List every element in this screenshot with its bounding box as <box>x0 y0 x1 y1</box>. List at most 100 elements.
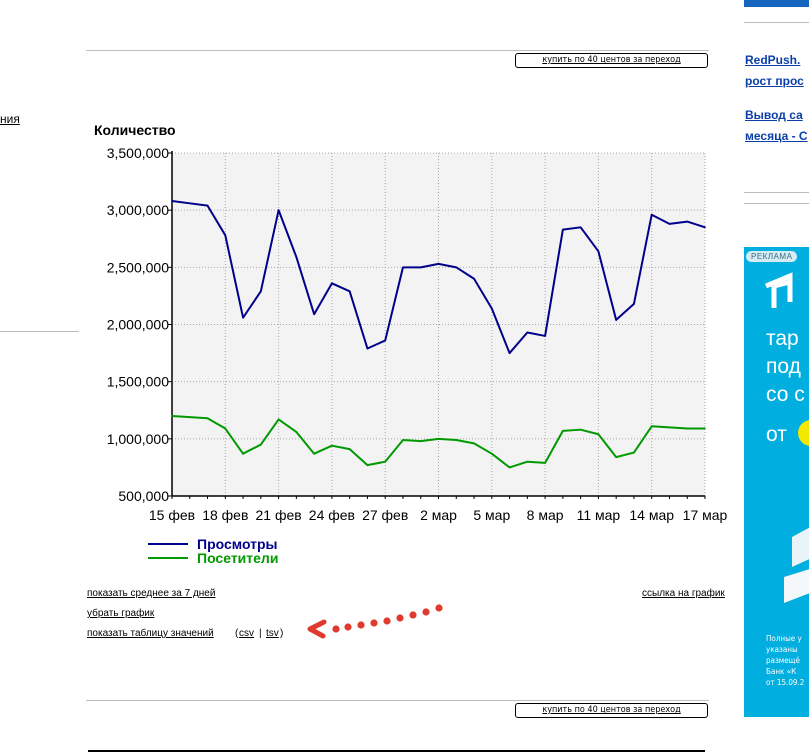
data-point <box>295 256 298 258</box>
buy-button-bottom[interactable]: купить по 40 центов за переход <box>515 703 708 718</box>
csv-link[interactable]: csv <box>239 628 254 639</box>
data-point <box>402 439 404 441</box>
top-divider <box>86 50 709 51</box>
data-point <box>579 428 582 431</box>
data-point <box>473 442 475 445</box>
data-point <box>615 319 617 321</box>
data-point <box>455 439 458 441</box>
ad-line-2: под <box>766 355 801 378</box>
ad-badge: РЕКЛАМА <box>746 251 798 262</box>
data-point <box>224 234 227 237</box>
data-point <box>260 290 262 293</box>
left-divider <box>0 331 79 332</box>
data-point <box>633 303 635 305</box>
remove-chart-link[interactable]: убрать график <box>87 608 155 619</box>
y-tick-label: 3,500,000 <box>107 145 169 161</box>
data-point <box>419 266 422 269</box>
data-point <box>562 430 564 432</box>
x-tick-label: 18 фев <box>202 507 248 523</box>
data-point <box>348 290 351 293</box>
ad-fine-2: указаны <box>766 645 798 654</box>
data-point <box>366 464 369 466</box>
bottom-divider <box>86 700 709 701</box>
x-tick-label: 8 мар <box>527 507 564 523</box>
sidebar-divider-1 <box>744 22 809 23</box>
ad-line-4: от <box>766 423 787 446</box>
data-point <box>260 443 262 446</box>
data-point <box>206 204 209 207</box>
x-tick-label: 11 мар <box>577 507 621 523</box>
data-point <box>171 415 173 417</box>
ad-fine-4: Банк «К <box>766 667 797 676</box>
sidebar-link-withdraw[interactable]: Вывод са <box>745 108 803 122</box>
y-tick-label: 3,000,000 <box>107 202 169 218</box>
red-arrow-annotation <box>307 604 443 639</box>
data-point <box>704 226 706 229</box>
ad-banner[interactable]: РЕКЛАМА тар под со с от Полные у указаны… <box>744 247 809 717</box>
ad-yellow-dot <box>798 420 809 446</box>
data-point <box>579 226 582 229</box>
data-point <box>402 266 404 269</box>
data-point <box>455 266 458 269</box>
data-point <box>491 452 493 455</box>
show-table-link[interactable]: показать таблицу значений <box>87 628 214 639</box>
data-point <box>331 282 333 285</box>
y-tick-label: 1,000,000 <box>107 431 169 447</box>
data-point <box>384 460 387 463</box>
y-tick-label: 1,500,000 <box>107 374 169 390</box>
tsv-link[interactable]: tsv <box>266 628 279 639</box>
data-point <box>366 347 369 350</box>
data-point <box>668 223 671 225</box>
data-point <box>686 220 689 223</box>
x-tick-label: 2 мар <box>420 507 457 523</box>
ad-line-3: со с <box>766 383 805 406</box>
data-point <box>295 431 298 433</box>
data-point <box>419 440 422 442</box>
data-point <box>686 427 689 430</box>
sidebar-link-withdraw-2[interactable]: месяца - С <box>745 129 808 143</box>
data-point <box>597 433 600 436</box>
paren-open: ( <box>235 628 239 639</box>
y-tick-label: 2,500,000 <box>107 259 169 275</box>
sidebar-link-redpush[interactable]: RedPush. <box>745 53 801 67</box>
data-point <box>277 418 280 421</box>
x-tick-label: 21 фев <box>255 507 301 523</box>
data-point <box>171 200 173 202</box>
legend-label-2: Посетители <box>197 550 278 566</box>
x-tick-label: 24 фев <box>309 507 355 523</box>
data-point <box>437 263 440 265</box>
left-nav-link[interactable]: ния <box>0 112 20 126</box>
data-point <box>277 209 280 211</box>
data-point <box>562 228 564 231</box>
data-point <box>633 451 635 454</box>
data-point <box>650 425 653 428</box>
data-point <box>384 339 387 342</box>
ad-fine-1: Полные у <box>766 634 802 643</box>
x-tick-label: 5 мар <box>473 507 510 523</box>
data-point <box>508 352 511 354</box>
data-point <box>313 452 315 455</box>
data-point <box>313 313 315 316</box>
data-point <box>473 277 475 280</box>
data-point <box>597 250 600 253</box>
line-chart: 3,500,000 3,000,000 2,500,000 2,000,000 1,50… <box>94 122 728 566</box>
data-point <box>242 316 244 319</box>
chart-link[interactable]: ссылка на график <box>642 588 725 599</box>
data-point <box>508 466 511 469</box>
paren-close: ) <box>280 628 284 639</box>
buy-button-top[interactable]: купить по 40 центов за переход <box>515 53 708 68</box>
x-tick-label: 27 фев <box>362 507 408 523</box>
data-point <box>437 438 440 440</box>
ad-fine-5: от 15.09.2 <box>766 678 805 687</box>
x-tick-label: 17 мар <box>683 507 728 523</box>
data-point <box>224 427 227 430</box>
data-point <box>188 202 191 205</box>
x-tick-label: 15 фев <box>149 507 195 523</box>
data-point <box>188 416 191 418</box>
y-tick-label: 500,000 <box>118 488 169 504</box>
data-point <box>668 426 671 429</box>
show-average-link[interactable]: показать среднее за 7 дней <box>87 588 216 599</box>
legend-label-1: Просмотры <box>197 536 278 552</box>
sidebar-link-redpush-2[interactable]: рост прос <box>745 74 804 88</box>
data-point <box>544 462 546 464</box>
